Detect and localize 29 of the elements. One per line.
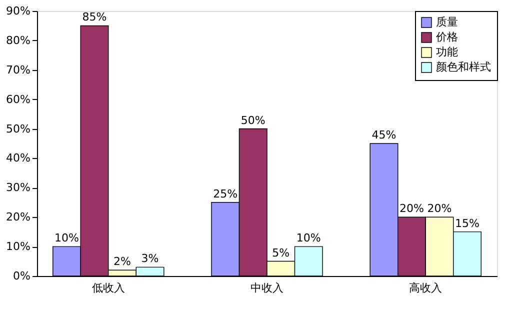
data-label: 2%: [114, 255, 131, 268]
y-tick-label: 50%: [6, 122, 30, 136]
data-label: 10%: [296, 232, 321, 245]
data-label: 45%: [372, 128, 396, 142]
legend-label: 价格: [435, 30, 458, 44]
data-label: 20%: [427, 202, 452, 216]
legend-label: 颜色和样式: [436, 60, 491, 74]
data-label: 50%: [240, 114, 266, 127]
legend-label: 质量: [436, 16, 458, 28]
data-label: 10%: [54, 232, 79, 245]
legend-label: 功能: [436, 46, 458, 58]
data-label: 15%: [455, 216, 480, 230]
x-tick-label: 中收入: [250, 282, 284, 294]
y-tick-label: 20%: [6, 210, 30, 224]
x-tick-label: 高收入: [409, 282, 442, 294]
y-tick-label: 60%: [6, 92, 30, 106]
y-tick-label: 90%: [6, 4, 30, 18]
data-label: 20%: [400, 202, 424, 216]
y-tick-label: 10%: [6, 240, 30, 254]
y-tick-label: 70%: [6, 63, 30, 76]
y-tick-label: 30%: [6, 181, 30, 194]
y-tick-label: 40%: [6, 152, 30, 165]
data-label: 85%: [82, 10, 107, 24]
data-label: 25%: [213, 187, 238, 200]
x-tick-label: 低收入: [92, 282, 125, 294]
data-label: 5%: [272, 246, 290, 260]
data-label: 3%: [141, 252, 159, 266]
y-tick-label: 80%: [6, 34, 30, 47]
y-tick-label: 0%: [13, 270, 30, 282]
